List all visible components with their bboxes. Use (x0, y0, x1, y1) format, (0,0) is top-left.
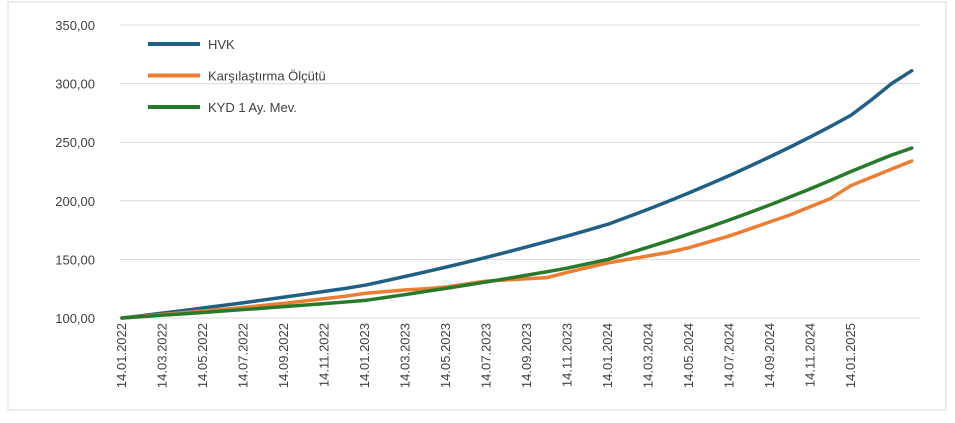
series-line (120, 146, 914, 320)
x-tick-label: 14.05.2022 (195, 323, 210, 388)
x-tick-label: 14.05.2023 (438, 323, 453, 388)
x-tick-label: 14.07.2023 (479, 323, 494, 388)
legend-label: KYD 1 Ay. Mev. (208, 100, 297, 115)
legend-label: HVK (208, 37, 235, 52)
x-tick-label: 14.03.2022 (155, 323, 170, 388)
y-tick-label: 100,00 (55, 311, 95, 326)
x-tick-label: 14.09.2024 (762, 323, 777, 388)
series-line (120, 159, 914, 320)
x-tick-label: 14.03.2023 (398, 323, 413, 388)
y-tick-label: 300,00 (55, 77, 95, 92)
x-tick-label: 14.07.2022 (236, 323, 251, 388)
y-tick-label: 150,00 (55, 252, 95, 267)
x-tick-label: 14.09.2022 (276, 323, 291, 388)
x-tick-label: 14.01.2022 (114, 323, 129, 388)
legend-label: Karşılaştırma Ölçütü (208, 69, 326, 84)
y-tick-label: 250,00 (55, 135, 95, 150)
x-tick-label: 14.09.2023 (519, 323, 534, 388)
chart-frame (7, 1, 947, 411)
y-tick-label: 350,00 (55, 18, 95, 33)
x-tick-label: 14.07.2024 (722, 323, 737, 388)
x-tick-label: 14.01.2025 (843, 323, 858, 388)
x-tick-label: 14.11.2024 (803, 323, 818, 387)
series-line (120, 68, 914, 320)
x-tick-label: 14.01.2023 (357, 323, 372, 388)
x-tick-label: 14.03.2024 (641, 323, 656, 388)
y-tick-label: 200,00 (55, 194, 95, 209)
x-tick-label: 14.05.2024 (681, 323, 696, 388)
x-tick-label: 14.11.2022 (317, 323, 332, 387)
x-tick-label: 14.01.2024 (600, 323, 615, 388)
x-tick-label: 14.11.2023 (560, 323, 575, 387)
